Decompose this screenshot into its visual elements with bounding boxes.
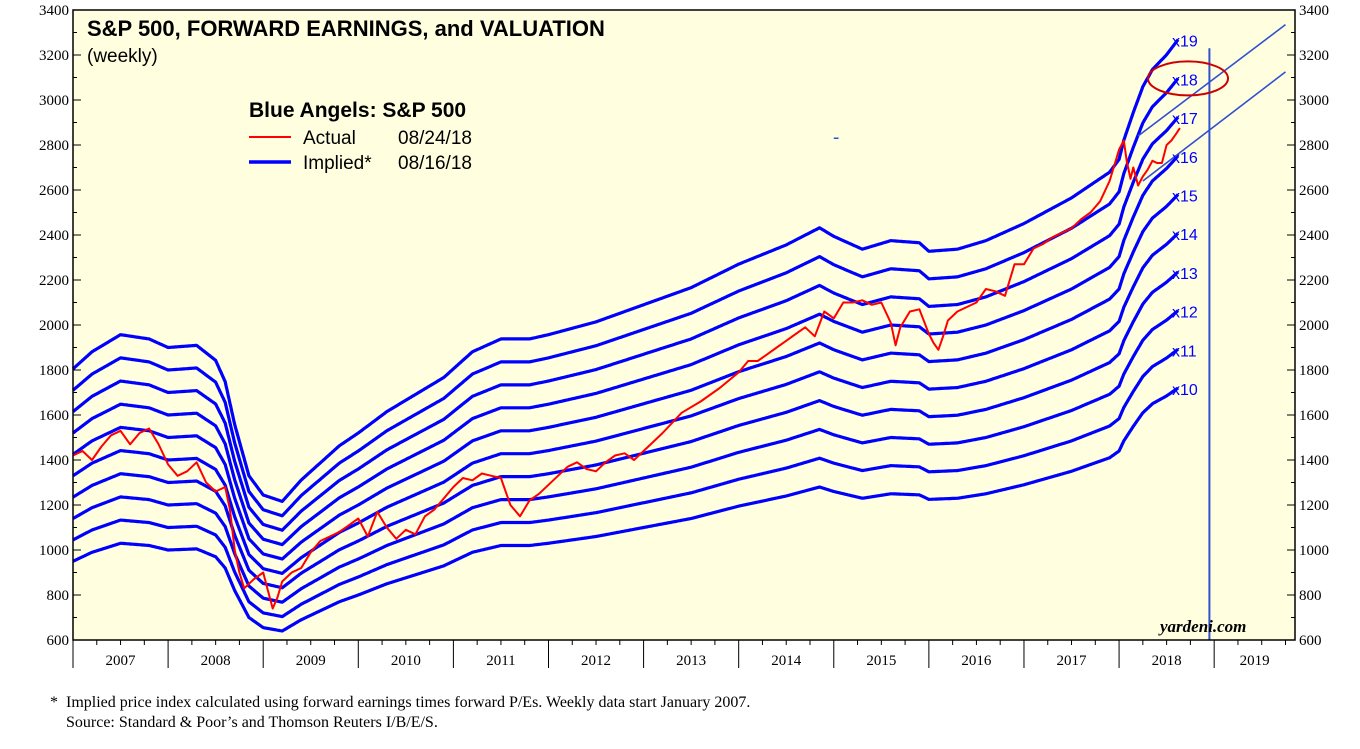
y-tick-label-left: 1000: [39, 543, 69, 559]
implied-band-x17: [72, 116, 1180, 532]
legend-label-actual: Actual: [303, 128, 356, 149]
chart-subtitle: (weekly): [87, 46, 158, 67]
y-tick-label-left: 1600: [39, 408, 69, 424]
multiple-label-x16: x16: [1172, 150, 1198, 167]
multiple-label-x10: x10: [1172, 382, 1198, 399]
y-tick-label-left: 1400: [39, 453, 69, 469]
multiple-label-x13: x13: [1172, 266, 1198, 283]
x-tick-label: 2018: [1152, 653, 1182, 669]
chart-title: S&P 500, FORWARD EARNINGS, and VALUATION: [87, 16, 605, 41]
footnote-source: Source: Standard & Poor’s and Thomson Re…: [50, 714, 438, 731]
y-tick-label-right: 800: [1299, 588, 1322, 604]
footnote-implied: * Implied price index calculated using f…: [50, 694, 751, 711]
annotation-layer: [833, 23, 1286, 640]
y-tick-label-right: 3000: [1299, 93, 1329, 109]
x-tick-label: 2008: [201, 653, 231, 669]
y-tick-label-left: 3000: [39, 93, 69, 109]
x-tick-label: 2010: [391, 653, 421, 669]
multiple-label-x17: x17: [1172, 111, 1198, 128]
chart: 600 800 1000 1200 1400 1600 1800 2000 2200 2400 26…: [39, 3, 1329, 669]
y-tick-label-left: 1200: [39, 498, 69, 514]
implied-band-x19: [71, 38, 1180, 503]
implied-band-x18: [71, 77, 1180, 518]
multiple-label-x19: x19: [1172, 34, 1198, 51]
legend-label-implied: Implied*: [303, 153, 372, 174]
y-tick-label-left: 800: [47, 588, 70, 604]
x-tick-label: 2017: [1057, 653, 1088, 669]
y-tick-label-left: 1800: [39, 363, 69, 379]
x-tick-label: 2007: [106, 653, 137, 669]
legend-date-actual: 08/24/18: [398, 128, 472, 149]
y-tick-label-right: 600: [1299, 633, 1322, 649]
legend-date-implied: 08/16/18: [398, 153, 472, 174]
implied-band-x12: [72, 309, 1180, 604]
multiple-label-x12: x12: [1172, 305, 1198, 322]
x-tick-label: 2014: [771, 653, 802, 669]
multiple-labels: x19 x18 x17 x16 x15 x14 x13 x12 x11 x10: [1172, 34, 1198, 399]
y-tick-label-left: 2800: [39, 138, 69, 154]
x-tick-label: 2016: [961, 653, 992, 669]
y-tick-label-right: 2200: [1299, 273, 1329, 289]
x-tick-label: 2015: [866, 653, 896, 669]
y-axis-right: 600 800 1000 1200 1400 1600 1800 2000 2200 2400 26…: [1287, 3, 1329, 649]
y-tick-label-right: 2400: [1299, 228, 1329, 244]
y-tick-label-right: 1800: [1299, 363, 1329, 379]
series-layer: [71, 38, 1181, 633]
x-tick-label: 2013: [676, 653, 706, 669]
y-tick-label-left: 3200: [39, 48, 69, 64]
y-tick-label-right: 2000: [1299, 318, 1329, 334]
x-tick-label: 2012: [581, 653, 611, 669]
multiple-label-x15: x15: [1172, 189, 1198, 206]
implied-band-x10: [72, 386, 1179, 633]
implied-band-x14: [72, 232, 1180, 575]
trendline-upper: [1137, 23, 1286, 137]
y-tick-label-right: 1200: [1299, 498, 1329, 514]
multiple-label-x18: x18: [1172, 72, 1198, 89]
plot-background: [73, 10, 1295, 640]
highlight-ellipse: [1147, 60, 1229, 97]
multiple-label-x11: x11: [1172, 343, 1197, 360]
y-tick-label-left: 600: [47, 633, 70, 649]
y-tick-label-right: 2600: [1299, 183, 1329, 199]
y-axis-left: 600 800 1000 1200 1400 1600 1800 2000 2200 2400 26…: [39, 3, 81, 649]
legend: Blue Angels: S&P 500 Actual 08/24/18 Imp…: [249, 99, 472, 174]
x-tick-label: 2011: [486, 653, 515, 669]
y-tick-label-right: 3200: [1299, 48, 1329, 64]
implied-band-x11: [72, 348, 1179, 619]
y-tick-label-right: 1600: [1299, 408, 1329, 424]
y-tick-label-left: 2600: [39, 183, 69, 199]
legend-title: Blue Angels: S&P 500: [249, 99, 466, 122]
implied-band-x15: [72, 193, 1180, 561]
implied-band-x16: [72, 154, 1180, 547]
y-tick-label-left: 2000: [39, 318, 69, 334]
x-axis: 2007 2008 2009 2010 2011 2012 2013 2014 2015 2016…: [72, 640, 1286, 669]
y-tick-label-right: 1400: [1299, 453, 1329, 469]
y-tick-label-right: 1000: [1299, 543, 1329, 559]
y-tick-label-left: 3400: [39, 3, 69, 19]
watermark: yardeni.com: [1158, 617, 1246, 636]
x-tick-label: 2019: [1240, 653, 1270, 669]
actual-sp500-line: [72, 127, 1181, 610]
x-tick-label: 2009: [296, 653, 326, 669]
y-tick-label-left: 2400: [39, 228, 69, 244]
y-tick-label-left: 2200: [39, 273, 69, 289]
multiple-label-x14: x14: [1172, 227, 1198, 244]
y-tick-label-right: 2800: [1299, 138, 1329, 154]
y-tick-label-right: 3400: [1299, 3, 1329, 19]
trendline-lower: [1142, 71, 1286, 182]
